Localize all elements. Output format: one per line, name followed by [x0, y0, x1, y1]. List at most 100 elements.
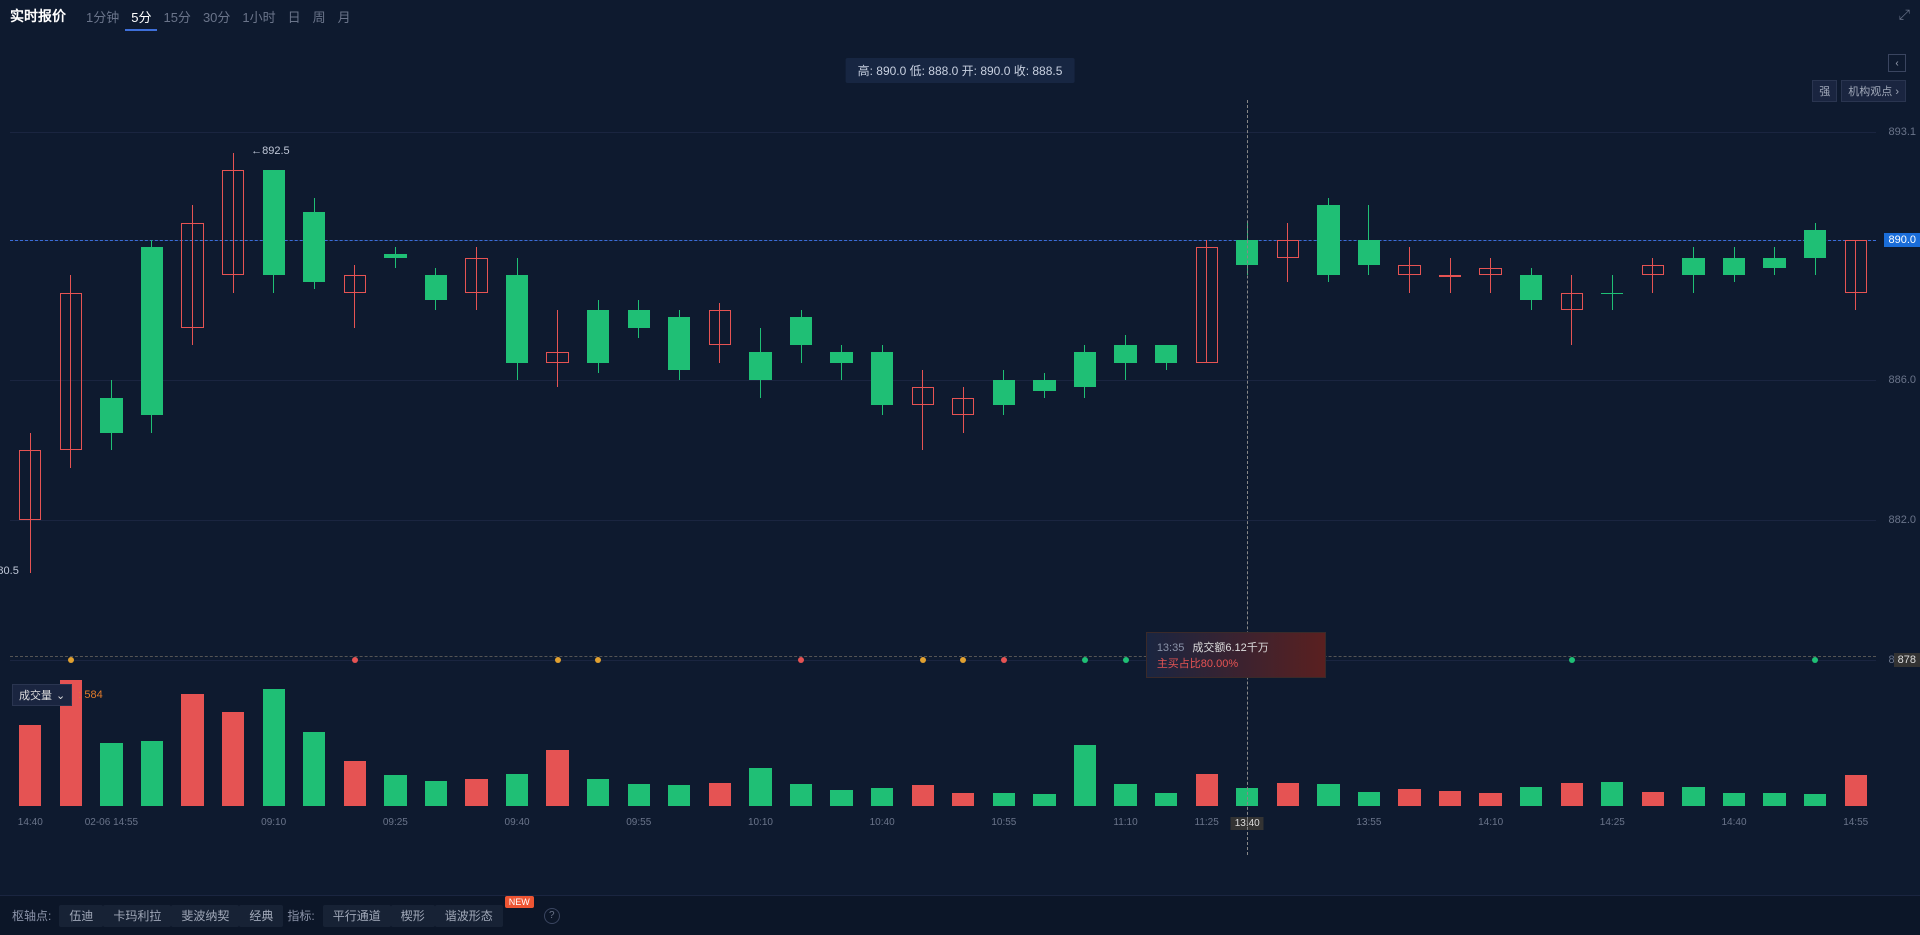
- volume-bar: [1479, 793, 1501, 807]
- candle: [1114, 345, 1136, 363]
- timeframe-tab-1分钟[interactable]: 1分钟: [80, 6, 125, 29]
- candle: [303, 212, 325, 282]
- volume-bar: [790, 784, 812, 806]
- fullscreen-icon[interactable]: ⤢: [1899, 6, 1910, 23]
- volume-bar: [1074, 745, 1096, 806]
- candle: [1642, 265, 1664, 276]
- tooltip-line1: 成交额6.12千万: [1192, 642, 1268, 654]
- x-axis-label: 10:40: [870, 817, 895, 828]
- timeframe-tab-15分[interactable]: 15分: [157, 6, 196, 29]
- volume-bar: [1398, 789, 1420, 806]
- candle: [993, 380, 1015, 405]
- volume-bar: [1804, 794, 1826, 806]
- volume-bar: [1439, 791, 1461, 806]
- volume-bar: [546, 750, 568, 806]
- candle: [1804, 230, 1826, 258]
- indicator-button[interactable]: 谐波形态: [435, 905, 503, 927]
- x-axis-label: 10:10: [748, 817, 773, 828]
- volume-chart[interactable]: 成交量 ⌄ : 584 14:4002-06 14:5509:1009:2509…: [0, 680, 1920, 830]
- signal-marker: [1569, 657, 1575, 663]
- candle-chart[interactable]: 893.1890.0886.0882.0878.0890.0878 ←892.5…: [0, 100, 1920, 675]
- x-axis-label: 14:40: [1722, 817, 1747, 828]
- volume-bar: [263, 689, 285, 806]
- volume-bar: [830, 790, 852, 806]
- bottom-toolbar: 枢轴点: 伍迪卡玛利拉斐波纳契经典 指标: 平行通道楔形谐波形态 NEW ?: [0, 895, 1920, 935]
- volume-bar: [1358, 792, 1380, 806]
- volume-bar: [1763, 793, 1785, 807]
- pivot-button[interactable]: 伍迪: [59, 905, 103, 927]
- candle: [830, 352, 852, 363]
- low-label: ←880.5: [0, 565, 19, 577]
- volume-bar: [1520, 787, 1542, 806]
- volume-bar: [1723, 793, 1745, 806]
- pivot-button[interactable]: 斐波纳契: [171, 905, 239, 927]
- volume-bar: [1561, 783, 1583, 806]
- volume-bar: [100, 743, 122, 806]
- timeframe-tab-日[interactable]: 日: [282, 6, 307, 29]
- candle: [871, 352, 893, 405]
- indicator-label: 指标:: [287, 907, 314, 924]
- signal-marker: [352, 657, 358, 663]
- volume-bar: [871, 788, 893, 806]
- y-axis-label: 893.1: [1888, 126, 1916, 138]
- candle: [1601, 293, 1623, 294]
- tooltip-line2: 主买占比80.00%: [1157, 658, 1238, 670]
- high-label: ←892.5: [251, 145, 290, 157]
- candle: [141, 247, 163, 415]
- hover-tooltip: 13:35 成交额6.12千万主买占比80.00%: [1146, 632, 1326, 678]
- timeframe-tab-1小时[interactable]: 1小时: [236, 6, 281, 29]
- indicator-button[interactable]: 楔形: [391, 905, 435, 927]
- tooltip-time: 13:35: [1157, 642, 1185, 654]
- volume-bar: [303, 732, 325, 806]
- candle: [1358, 240, 1380, 265]
- volume-selector[interactable]: 成交量 ⌄: [12, 684, 72, 706]
- timeframe-tab-月[interactable]: 月: [332, 6, 357, 29]
- chevron-down-icon: ⌄: [56, 689, 65, 702]
- candle: [1763, 258, 1785, 269]
- x-axis-label: 14:55: [1843, 817, 1868, 828]
- ohlc-bar: 高: 890.0 低: 888.0 开: 890.0 收: 888.5: [846, 58, 1075, 83]
- candle: [668, 317, 690, 370]
- pivot-button[interactable]: 卡玛利拉: [103, 905, 171, 927]
- corner-button[interactable]: 机构观点 ›: [1841, 80, 1906, 102]
- signal-marker: [1001, 657, 1007, 663]
- pivot-button[interactable]: 经典: [239, 905, 283, 927]
- x-axis-label: 11:25: [1195, 817, 1219, 828]
- candle: [465, 258, 487, 293]
- candle: [60, 293, 82, 451]
- candle: [1723, 258, 1745, 276]
- signal-marker: [960, 657, 966, 663]
- timeframe-tab-周[interactable]: 周: [307, 6, 332, 29]
- timeframe-tab-5分[interactable]: 5分: [125, 6, 157, 31]
- help-icon[interactable]: ?: [544, 908, 560, 924]
- signal-marker: [555, 657, 561, 663]
- candle: [506, 275, 528, 363]
- volume-bar: [1601, 782, 1623, 806]
- volume-bar: [628, 784, 650, 807]
- volume-bar: [1682, 787, 1704, 806]
- candle: [1398, 265, 1420, 276]
- signal-marker: [1123, 657, 1129, 663]
- candle: [1196, 247, 1218, 363]
- volume-bar: [952, 793, 974, 807]
- candle: [1317, 205, 1339, 275]
- signal-marker: [1082, 657, 1088, 663]
- volume-bar: [587, 779, 609, 806]
- baseline-price-tag: 878: [1894, 653, 1920, 667]
- indicator-button[interactable]: 平行通道: [323, 905, 391, 927]
- volume-label: 成交量: [19, 687, 52, 703]
- candle: [1682, 258, 1704, 276]
- page-title: 实时报价: [10, 6, 66, 26]
- volume-bar: [19, 725, 41, 806]
- candle: [546, 352, 568, 363]
- timeframe-tab-30分[interactable]: 30分: [197, 6, 236, 29]
- volume-bar: [993, 793, 1015, 806]
- corner-button[interactable]: 强: [1812, 80, 1837, 102]
- candle: [1277, 240, 1299, 258]
- candle: [1845, 240, 1867, 293]
- collapse-button[interactable]: ‹: [1888, 54, 1906, 72]
- candle: [344, 275, 366, 293]
- candle: [181, 223, 203, 328]
- volume-bar: [749, 768, 771, 806]
- y-axis-label: 882.0: [1888, 514, 1916, 526]
